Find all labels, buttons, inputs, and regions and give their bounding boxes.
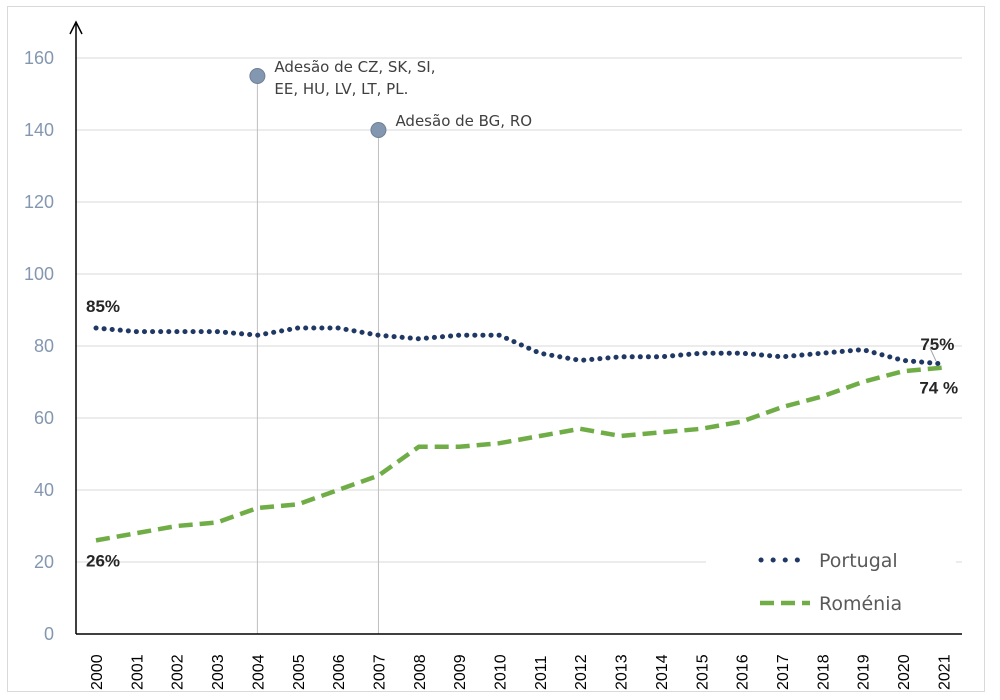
- x-tick-label: 2002: [170, 654, 187, 690]
- y-tick-label: 20: [34, 552, 54, 572]
- x-tick-label: 2016: [735, 654, 752, 690]
- x-tick-label: 2018: [815, 654, 832, 690]
- x-tick-label: 2006: [331, 654, 348, 690]
- y-axis-ticks: 0 20 40 60 80 100 120 140 160: [24, 48, 54, 644]
- legend-label-portugal: Portugal: [819, 550, 898, 572]
- x-axis-ticks: 2000 2001 2002 2003 2004 2005 2006 2007 2008 2009…: [89, 654, 953, 690]
- y-tick-label: 80: [34, 336, 54, 356]
- annotation-text: Adesão de CZ, SK, SI,: [274, 58, 435, 76]
- axes: [69, 20, 962, 635]
- annotation-text: Adesão de BG, RO: [395, 112, 532, 130]
- x-tick-label: 2009: [452, 654, 469, 690]
- y-tick-label: 0: [44, 624, 54, 644]
- y-tick-label: 160: [24, 48, 54, 68]
- y-tick-label: 100: [24, 264, 54, 284]
- x-tick-label: 2013: [614, 654, 631, 690]
- leader-line: [929, 347, 937, 362]
- legend: Portugal Roménia: [706, 540, 956, 624]
- series-line-roménia: [95, 365, 944, 543]
- annotation-marker: [370, 122, 387, 138]
- data-labels: 85% 75% 26% 74 %: [86, 297, 958, 570]
- annotation-markers: Adesão de CZ, SK, SI, EE, HU, LV, LT, PL.…: [249, 58, 532, 138]
- x-tick-label: 2005: [291, 654, 308, 690]
- x-tick-label: 2014: [654, 654, 671, 690]
- x-tick-label: 2015: [694, 654, 711, 690]
- series-line-portugal: [93, 325, 946, 367]
- data-label: 74 %: [919, 379, 958, 398]
- x-tick-label: 2001: [129, 654, 146, 690]
- x-tick-label: 2010: [493, 654, 510, 690]
- annotation-marker: [249, 68, 266, 84]
- x-tick-label: 2011: [533, 655, 550, 690]
- x-tick-label: 2000: [89, 654, 106, 690]
- series-lines: [93, 325, 946, 543]
- x-tick-label: 2019: [856, 654, 873, 690]
- legend-background: [706, 540, 956, 624]
- x-tick-label: 2007: [371, 654, 388, 690]
- x-tick-label: 2004: [250, 654, 267, 690]
- x-tick-label: 2003: [210, 654, 227, 690]
- y-tick-label: 40: [34, 480, 54, 500]
- x-tick-label: 2012: [573, 654, 590, 690]
- data-label: 26%: [86, 551, 120, 570]
- data-label: 85%: [86, 297, 120, 316]
- y-tick-label: 120: [24, 192, 54, 212]
- x-tick-label: 2017: [775, 654, 792, 690]
- x-tick-label: 2008: [412, 654, 429, 690]
- data-label: 75%: [920, 335, 954, 354]
- legend-label-roménia: Roménia: [819, 593, 902, 615]
- annotation-lines: [256, 76, 379, 634]
- y-tick-label: 140: [24, 120, 54, 140]
- y-tick-label: 60: [34, 408, 54, 428]
- gridlines: [76, 57, 962, 563]
- x-tick-label: 2020: [896, 654, 913, 690]
- y-axis-arrow: [69, 20, 83, 35]
- annotation-text: EE, HU, LV, LT, PL.: [274, 80, 408, 98]
- x-tick-label: 2021: [936, 654, 953, 690]
